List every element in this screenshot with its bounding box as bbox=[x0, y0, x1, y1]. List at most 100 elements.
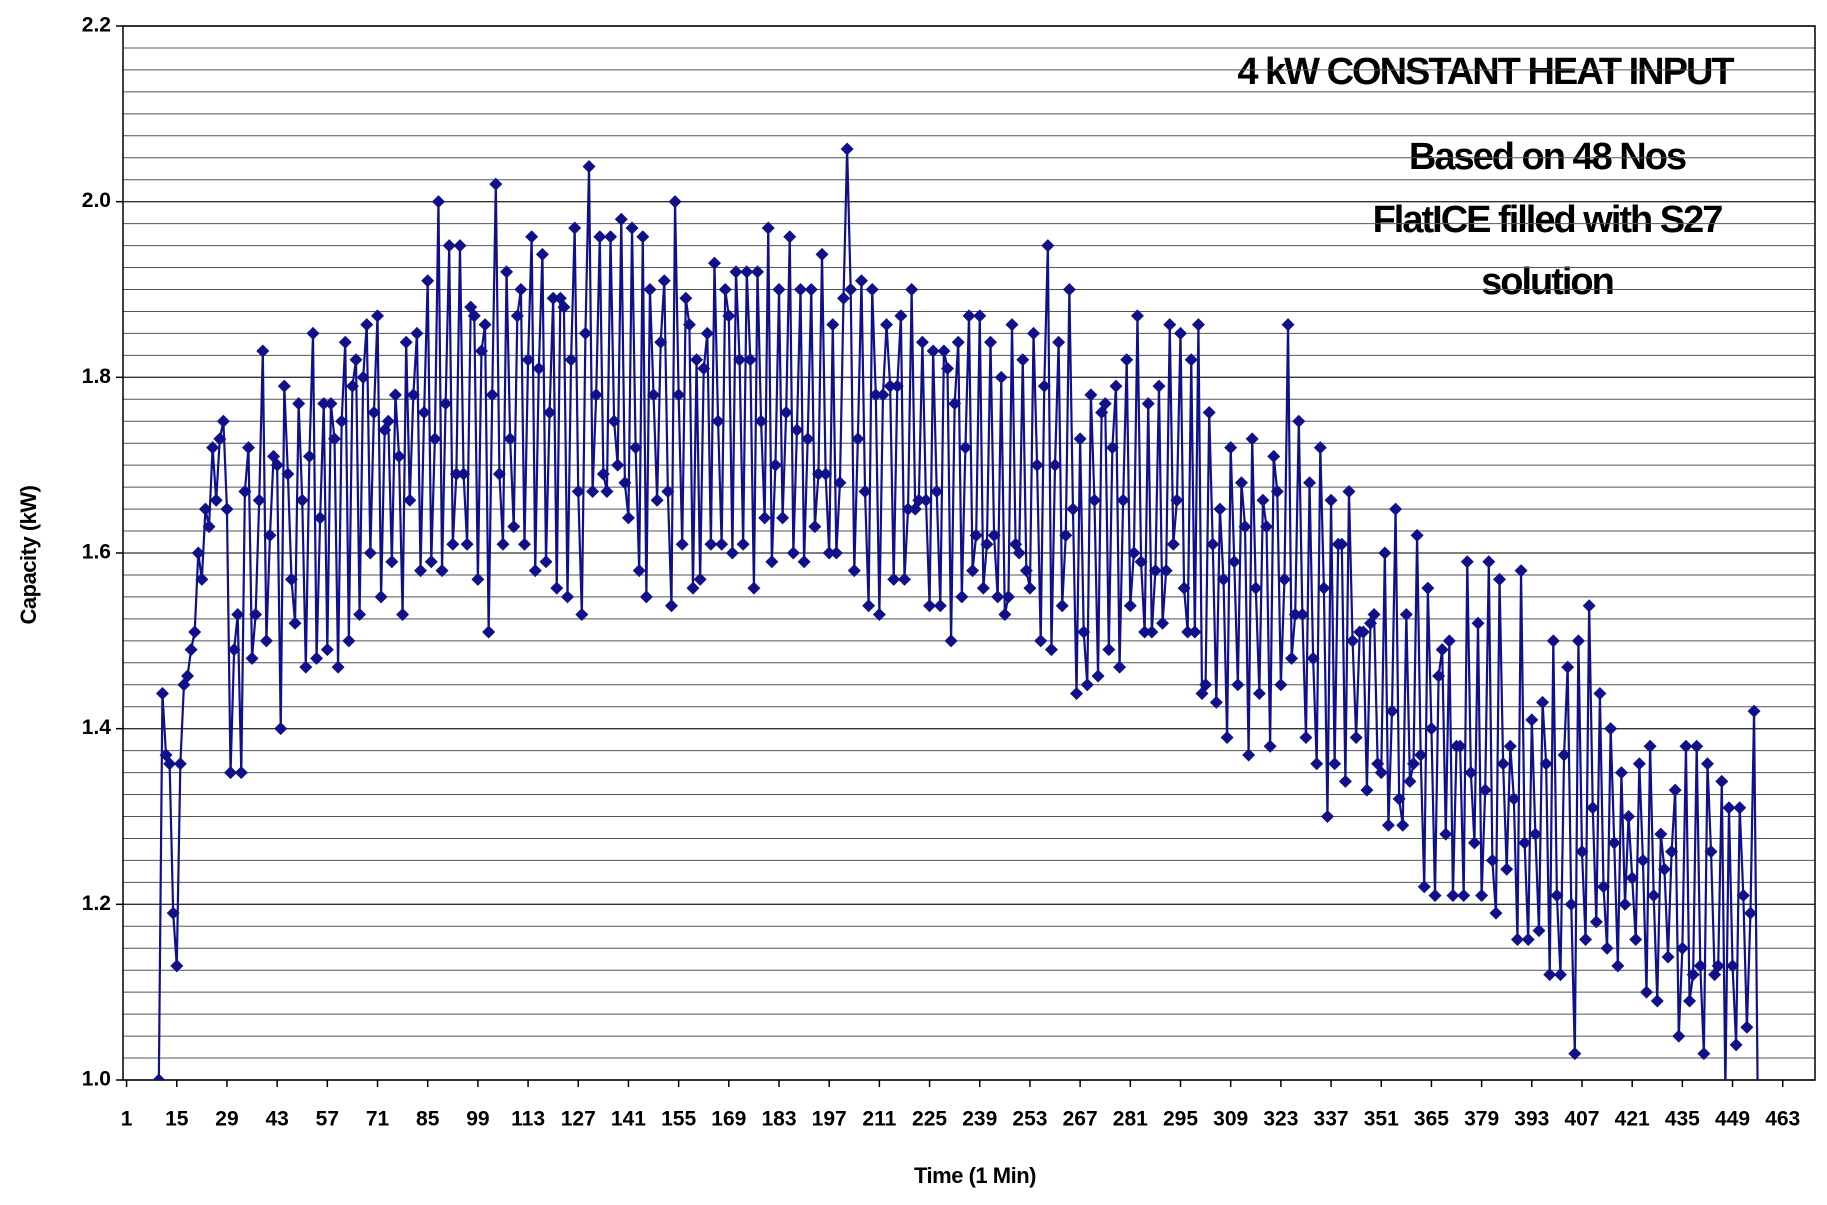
data-point bbox=[1324, 493, 1338, 507]
data-point bbox=[768, 458, 782, 472]
data-point bbox=[808, 520, 822, 534]
data-point bbox=[1593, 687, 1607, 701]
data-point bbox=[1482, 555, 1496, 569]
x-tick-label: 141 bbox=[611, 1108, 646, 1131]
data-point bbox=[1632, 757, 1646, 771]
data-point bbox=[1460, 555, 1474, 569]
data-point bbox=[772, 283, 786, 296]
data-point bbox=[984, 335, 998, 349]
data-point bbox=[1410, 528, 1424, 542]
annotation: 4 kW CONSTANT HEAT INPUT bbox=[1237, 51, 1734, 93]
data-point bbox=[356, 370, 370, 384]
data-point bbox=[1034, 634, 1048, 648]
data-point bbox=[439, 397, 453, 411]
data-point bbox=[1127, 546, 1141, 560]
data-point bbox=[1166, 537, 1180, 551]
data-point bbox=[1607, 836, 1621, 850]
data-point bbox=[335, 414, 349, 428]
data-point bbox=[1374, 766, 1388, 780]
data-point bbox=[1510, 932, 1524, 946]
x-tick-label: 421 bbox=[1615, 1108, 1650, 1131]
data-point bbox=[1389, 502, 1403, 516]
x-tick-label: 113 bbox=[511, 1108, 545, 1131]
x-tick-label: 281 bbox=[1113, 1108, 1148, 1131]
data-point bbox=[543, 405, 557, 419]
data-point bbox=[1338, 774, 1352, 788]
data-point bbox=[847, 564, 861, 578]
x-tick-label: 295 bbox=[1163, 1108, 1198, 1131]
data-point bbox=[844, 283, 858, 296]
data-point bbox=[181, 669, 195, 683]
data-point bbox=[1414, 748, 1428, 762]
data-point bbox=[460, 537, 474, 551]
data-point bbox=[1399, 607, 1413, 621]
data-point bbox=[1571, 634, 1585, 648]
data-point bbox=[1442, 634, 1456, 648]
data-point bbox=[604, 230, 618, 244]
data-point bbox=[1016, 353, 1030, 367]
data-point bbox=[360, 318, 374, 332]
data-point bbox=[987, 528, 1001, 542]
data-point bbox=[1317, 581, 1331, 595]
x-tick-label: 435 bbox=[1665, 1108, 1700, 1131]
data-point bbox=[686, 581, 700, 595]
data-point bbox=[568, 221, 582, 235]
data-point bbox=[596, 467, 610, 481]
data-point bbox=[1170, 493, 1184, 507]
data-point bbox=[1729, 1038, 1743, 1052]
data-point bbox=[532, 362, 546, 376]
data-point bbox=[1159, 564, 1173, 578]
data-point bbox=[206, 441, 220, 455]
data-point bbox=[578, 326, 592, 340]
data-point bbox=[252, 493, 266, 507]
data-point bbox=[1234, 476, 1248, 490]
data-point bbox=[926, 344, 940, 358]
data-point bbox=[1346, 634, 1360, 648]
data-point bbox=[890, 379, 904, 393]
annotation: Based on 48 Nos bbox=[1409, 136, 1686, 178]
data-point bbox=[1263, 739, 1277, 753]
data-point bbox=[238, 485, 252, 499]
y-tick-label: 1.8 bbox=[82, 365, 112, 388]
x-tick-label: 407 bbox=[1564, 1108, 1599, 1131]
data-point bbox=[453, 239, 467, 253]
x-tick-label: 225 bbox=[912, 1108, 947, 1131]
data-point bbox=[1564, 897, 1578, 911]
data-point bbox=[388, 388, 402, 402]
data-point bbox=[457, 467, 471, 481]
data-point bbox=[1181, 625, 1195, 639]
data-point bbox=[1421, 581, 1435, 595]
data-point bbox=[575, 607, 589, 621]
data-point bbox=[697, 362, 711, 376]
x-tick-label: 15 bbox=[165, 1108, 189, 1131]
data-point bbox=[833, 476, 847, 490]
data-point bbox=[1575, 845, 1589, 859]
data-point bbox=[600, 485, 614, 499]
data-point bbox=[1557, 748, 1571, 762]
data-point bbox=[1539, 757, 1553, 771]
data-point bbox=[227, 643, 241, 657]
data-point bbox=[152, 1073, 166, 1080]
data-point bbox=[1417, 880, 1431, 894]
data-point bbox=[1288, 607, 1302, 621]
data-point bbox=[270, 458, 284, 472]
x-tick-label: 99 bbox=[466, 1108, 489, 1131]
data-point bbox=[410, 326, 424, 340]
data-point bbox=[449, 467, 463, 481]
data-point bbox=[1281, 318, 1295, 332]
data-point bbox=[1550, 889, 1564, 903]
data-point bbox=[274, 722, 288, 736]
data-point bbox=[1102, 643, 1116, 657]
data-point bbox=[869, 388, 883, 402]
data-point bbox=[1005, 318, 1019, 332]
data-point bbox=[912, 493, 926, 507]
data-point bbox=[1199, 678, 1213, 692]
data-point bbox=[517, 537, 531, 551]
data-point bbox=[213, 432, 227, 446]
data-point bbox=[668, 195, 682, 209]
data-point bbox=[202, 520, 216, 534]
data-point bbox=[342, 634, 356, 648]
data-point bbox=[1141, 397, 1155, 411]
data-point bbox=[381, 414, 395, 428]
data-point bbox=[259, 634, 273, 648]
